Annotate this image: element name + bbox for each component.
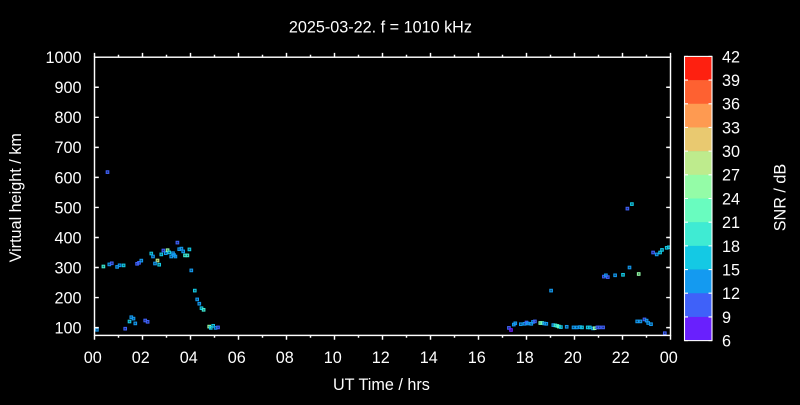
svg-text:Virtual height / km: Virtual height / km: [7, 133, 25, 262]
svg-text:00: 00: [84, 349, 102, 367]
svg-text:10: 10: [324, 349, 342, 367]
svg-text:18: 18: [516, 349, 534, 367]
svg-text:27: 27: [722, 167, 740, 185]
svg-text:00: 00: [660, 349, 678, 367]
svg-text:18: 18: [722, 238, 740, 256]
svg-text:39: 39: [722, 72, 740, 90]
svg-text:24: 24: [722, 190, 740, 208]
svg-text:20: 20: [564, 349, 582, 367]
svg-text:12: 12: [722, 285, 740, 303]
svg-text:14: 14: [420, 349, 438, 367]
svg-text:1000: 1000: [45, 49, 81, 67]
svg-text:SNR / dB: SNR / dB: [772, 164, 790, 231]
svg-text:200: 200: [54, 289, 81, 307]
svg-text:12: 12: [372, 349, 390, 367]
svg-text:16: 16: [468, 349, 486, 367]
svg-text:900: 900: [54, 79, 81, 97]
svg-text:400: 400: [54, 229, 81, 247]
svg-text:UT Time / hrs: UT Time / hrs: [333, 376, 430, 394]
svg-text:2025-03-22. f = 1010 kHz: 2025-03-22. f = 1010 kHz: [289, 19, 472, 37]
svg-text:22: 22: [612, 349, 630, 367]
svg-text:02: 02: [132, 349, 150, 367]
svg-text:36: 36: [722, 96, 740, 114]
svg-text:04: 04: [180, 349, 198, 367]
svg-text:08: 08: [276, 349, 294, 367]
svg-text:42: 42: [722, 48, 740, 66]
svg-text:600: 600: [54, 169, 81, 187]
svg-text:800: 800: [54, 109, 81, 127]
svg-text:300: 300: [54, 259, 81, 277]
svg-text:500: 500: [54, 199, 81, 217]
svg-text:06: 06: [228, 349, 246, 367]
svg-text:9: 9: [722, 309, 731, 327]
svg-text:33: 33: [722, 119, 740, 137]
svg-text:100: 100: [54, 320, 81, 338]
svg-text:15: 15: [722, 261, 740, 279]
svg-text:21: 21: [722, 214, 740, 232]
svg-text:30: 30: [722, 143, 740, 161]
svg-text:700: 700: [54, 139, 81, 157]
svg-text:6: 6: [722, 333, 731, 351]
